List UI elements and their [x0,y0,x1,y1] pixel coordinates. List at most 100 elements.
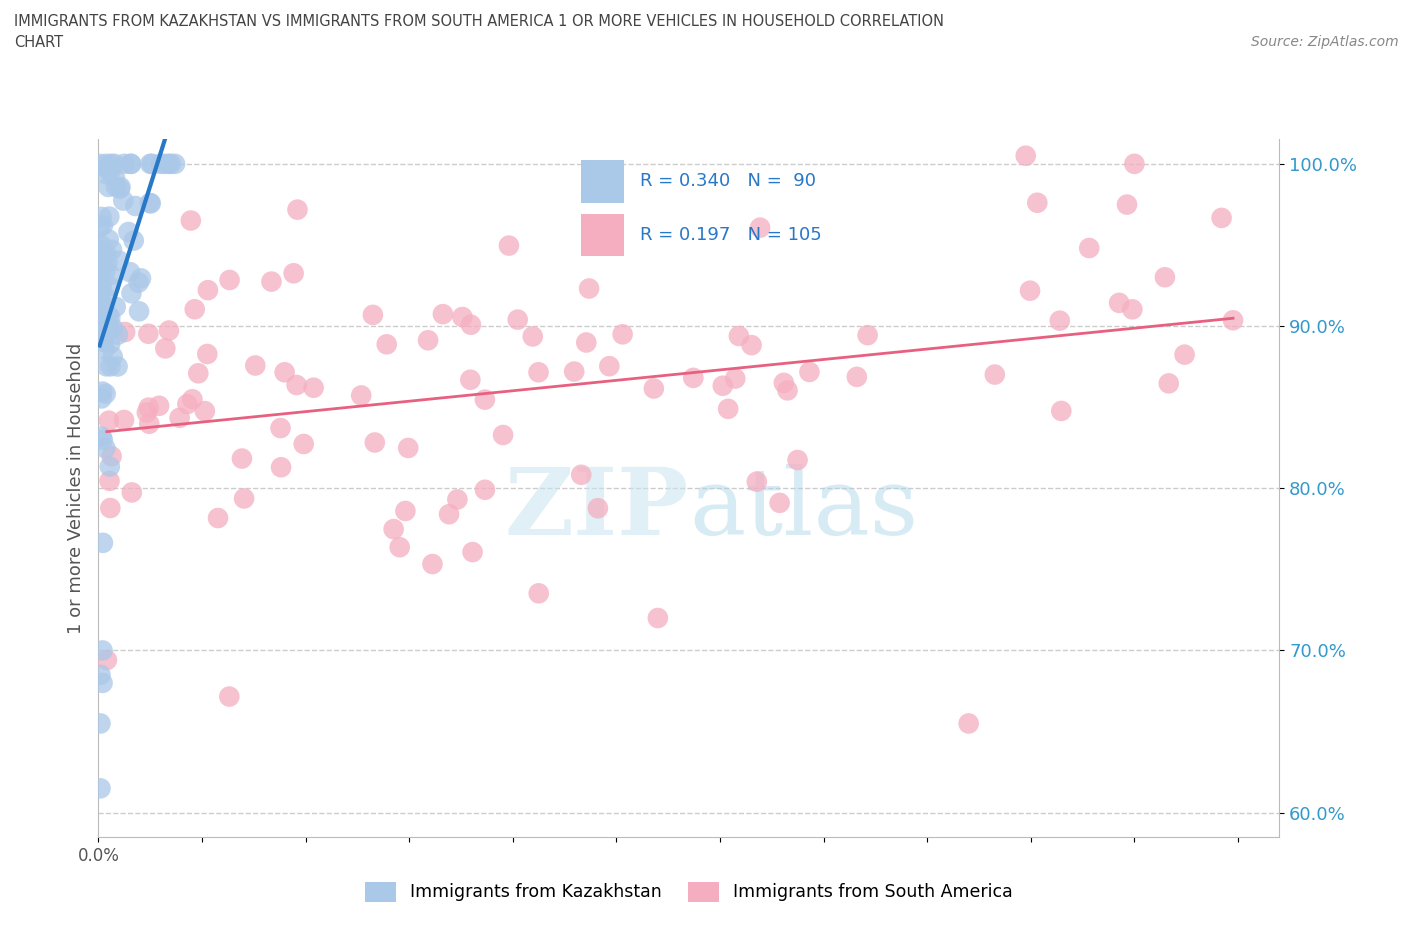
Point [245,358,267,373]
Point [197,283,219,298]
Point [682,370,704,385]
Point [724,371,747,386]
Point [643,381,665,396]
Point [98,279,121,294]
Point [183,302,205,317]
Point [124,198,146,213]
Point [89,329,111,344]
Point [1050,404,1073,418]
Point [97,322,120,337]
Point [91,384,114,399]
Point [107,359,129,374]
Point [157,323,180,338]
Point [94,263,117,278]
Point [285,378,308,392]
Point [91,675,114,690]
Point [598,359,620,374]
Point [97,179,120,194]
Point [180,213,202,228]
Point [218,689,240,704]
Point [194,404,217,418]
Point [93,335,115,350]
Point [776,383,799,398]
Point [575,335,598,350]
Point [90,391,112,405]
Point [984,367,1007,382]
Point [114,325,136,339]
Text: Source: ZipAtlas.com: Source: ZipAtlas.com [1251,35,1399,49]
Point [112,413,135,428]
Point [139,196,162,211]
Point [769,496,792,511]
Point [1123,156,1146,171]
Point [460,317,482,332]
Point [108,181,131,196]
Point [91,643,114,658]
Point [195,347,218,362]
Point [270,459,292,474]
Point [97,413,120,428]
Point [97,232,120,247]
Point [350,388,373,403]
Point [103,156,125,171]
Point [104,179,127,194]
Point [98,500,121,515]
Point [717,402,740,417]
Point [138,326,160,341]
Point [153,156,176,171]
Point [120,156,142,171]
Point [110,179,132,194]
Point [120,286,142,300]
Point [96,322,118,337]
Point [98,311,121,325]
Point [89,781,111,796]
Point [169,410,191,425]
Point [96,316,118,331]
Point [1174,347,1197,362]
Point [361,308,384,323]
Point [287,202,309,217]
Point [165,156,187,171]
Point [96,166,118,181]
Point [845,369,868,384]
Point [128,275,150,290]
Point [100,164,122,179]
Point [128,304,150,319]
Point [98,473,121,488]
Point [96,359,118,374]
Point [89,291,111,306]
Y-axis label: 1 or more Vehicles in Household: 1 or more Vehicles in Household [66,342,84,634]
Text: CHART: CHART [14,35,63,50]
Point [578,281,600,296]
Point [90,264,112,279]
Point [90,237,112,252]
Point [260,274,283,289]
Point [181,392,204,406]
Point [120,156,142,171]
Point [129,271,152,286]
Point [112,156,135,171]
Point [1157,376,1180,391]
Point [107,327,129,342]
Point [474,392,496,407]
Point [112,193,135,208]
Point [375,337,398,352]
Point [647,611,669,626]
Point [1078,241,1101,256]
Point [89,668,111,683]
Point [612,326,634,341]
Point [90,429,112,444]
Point [90,243,112,258]
Point [474,483,496,498]
Point [1026,195,1049,210]
Point [96,246,118,261]
Point [749,220,772,235]
Point [1019,284,1042,299]
Point [176,396,198,411]
Point [100,268,122,283]
Point [118,265,141,280]
Point [446,492,468,507]
Point [207,511,229,525]
Point [270,420,292,435]
Point [96,162,118,177]
